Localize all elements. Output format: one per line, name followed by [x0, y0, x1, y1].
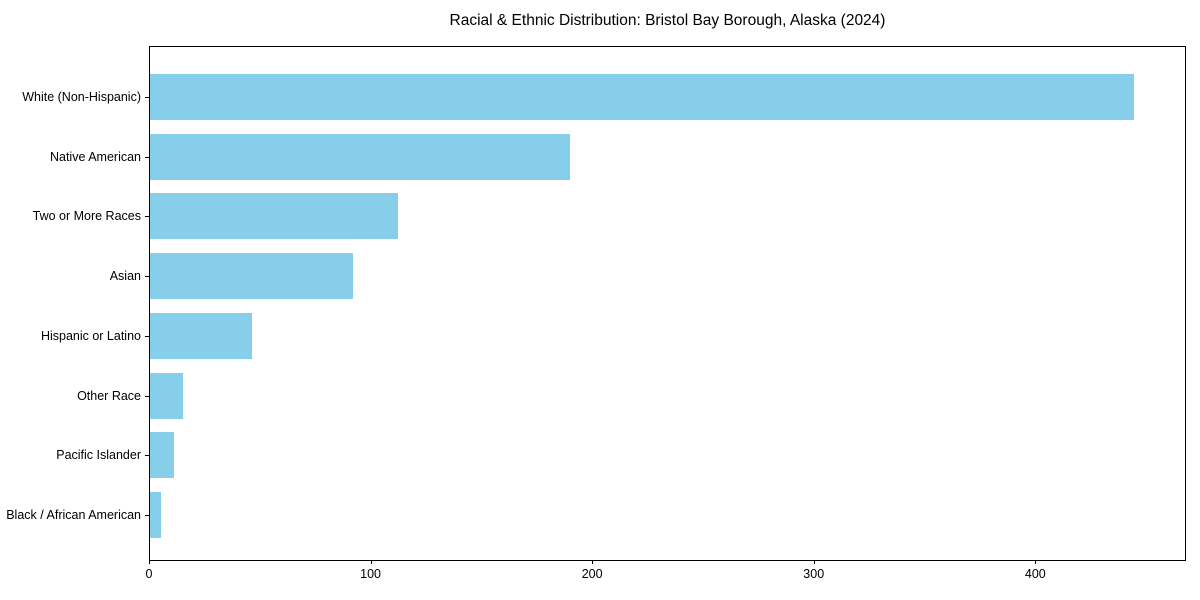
y-tick	[145, 335, 149, 337]
x-tick	[149, 560, 150, 564]
bar-asian	[150, 253, 354, 300]
y-tick	[145, 97, 149, 98]
x-tick-label: 400	[1024, 567, 1046, 581]
bar-white-non-hispanic	[150, 74, 1135, 120]
y-tick	[145, 514, 149, 516]
y-label-other-race: Other Race	[77, 388, 141, 403]
y-tick	[145, 216, 149, 218]
y-label-white-non-hispanic: White (Non-Hispanic)	[22, 90, 141, 104]
y-tick	[145, 455, 149, 457]
y-tick	[145, 156, 149, 158]
y-label-two-or-more-races: Two or More Races	[32, 209, 141, 224]
y-label-pacific-islander: Pacific Islander	[56, 448, 141, 463]
bar-black-african-american	[150, 491, 162, 538]
x-tick-label: 0	[145, 567, 153, 581]
x-tick-label: 200	[581, 567, 603, 581]
x-tick-label: 300	[803, 567, 825, 581]
y-label-black-african-american: Black / African American	[6, 507, 141, 522]
x-tick	[592, 560, 594, 564]
x-tick	[370, 560, 372, 564]
y-tick	[145, 276, 149, 278]
x-tick	[813, 560, 815, 564]
bar-native-american	[150, 133, 571, 180]
bar-hispanic-or-latino	[150, 312, 252, 359]
y-tick	[145, 395, 149, 397]
plot-area	[149, 46, 1186, 561]
x-tick	[1035, 560, 1037, 564]
y-label-hispanic-or-latino: Hispanic or Latino	[40, 328, 141, 343]
bar-two-or-more-races	[150, 193, 398, 240]
x-tick-label: 100	[360, 567, 381, 581]
bar-other-race	[150, 372, 184, 419]
chart-title: Racial & Ethnic Distribution: Bristol Ba…	[449, 12, 886, 29]
y-label-asian: Asian	[109, 269, 141, 284]
bar-pacific-islander	[150, 432, 175, 479]
y-label-native-american: Native American	[49, 149, 141, 164]
